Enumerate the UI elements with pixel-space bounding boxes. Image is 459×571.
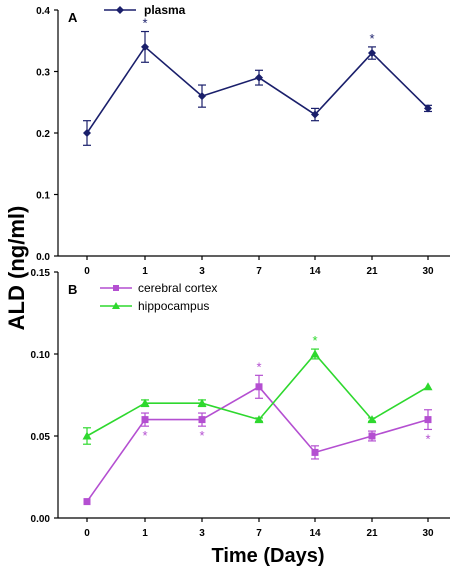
panel-a-xtick-label: 7 [256, 266, 262, 277]
panel-b-ytick-label: 0.00 [31, 514, 51, 525]
significance-star-plasma: * [369, 31, 374, 46]
data-point-plasma [311, 110, 319, 119]
legend-cortex-label: cerebral cortex [138, 281, 217, 295]
series-line-cerebral-cortex [86, 385, 429, 503]
significance-star-plasma: * [142, 16, 147, 31]
panel-b-ytick-label: 0.10 [31, 350, 51, 361]
panel-a-xtick-label: 3 [199, 266, 205, 277]
panel-a-ytick-label: 0.1 [36, 191, 50, 202]
significance-star-cerebral-cortex: * [199, 428, 204, 443]
data-point-cerebral-cortex [83, 498, 91, 506]
data-point-cerebral-cortex [198, 416, 206, 424]
panel-b-xtick-label: 0 [84, 528, 90, 539]
panel-a: A 0.0 0.1 0.2 0.3 0.4 0 1 3 7 14 21 30 * * plasma [36, 3, 450, 277]
data-point-hippocampus [423, 382, 433, 391]
data-point-plasma [198, 92, 206, 101]
data-point-cerebral-cortex [368, 432, 376, 440]
panel-b-legend: cerebral cortex hippocampus [100, 281, 217, 313]
panel-a-ytick-label: 0.2 [36, 129, 50, 140]
panel-b-xtick-label: 30 [422, 528, 434, 539]
panel-a-ytick-label: 0.3 [36, 68, 50, 79]
y-axis-label: ALD (ng/ml) [4, 206, 29, 331]
data-point-hippocampus [254, 415, 264, 424]
legend-plasma-label: plasma [144, 3, 186, 17]
data-point-cerebral-cortex [424, 416, 432, 424]
panel-a-xtick-label: 1 [142, 266, 148, 277]
data-point-cerebral-cortex [255, 383, 263, 391]
panel-a-ytick-label: 0.0 [36, 252, 50, 263]
significance-star-cerebral-cortex: * [256, 359, 261, 374]
data-point-plasma [83, 129, 91, 137]
data-point-plasma [424, 104, 432, 113]
data-point-hippocampus [197, 398, 207, 407]
panel-a-letter: A [68, 10, 78, 25]
panel-b-xtick-label: 14 [309, 528, 321, 539]
panel-b-letter: B [68, 282, 77, 297]
panel-b-xtick-label: 1 [142, 528, 148, 539]
legend-hippocampus-marker [112, 302, 120, 309]
significance-star-cerebral-cortex: * [425, 431, 430, 446]
data-point-plasma [141, 42, 149, 51]
panel-b-ytick-label: 0.15 [31, 268, 51, 279]
panel-a-legend: plasma [104, 3, 186, 17]
data-point-hippocampus [367, 415, 377, 424]
legend-hippocampus-label: hippocampus [138, 299, 209, 313]
panel-b-xtick-label: 7 [256, 528, 262, 539]
panel-a-xtick-label: 0 [84, 266, 90, 277]
data-point-hippocampus [82, 431, 92, 440]
x-axis-label: Time (Days) [211, 545, 324, 567]
panel-b: B 0.000.050.100.15 0 1 3 7 14 21 30 * **** cere… [31, 268, 450, 539]
data-point-plasma [255, 73, 263, 82]
panel-b-xtick-label: 3 [199, 528, 205, 539]
panel-a-xtick-label: 14 [309, 266, 321, 277]
series-line-plasma [86, 45, 429, 134]
data-point-hippocampus [310, 349, 320, 358]
significance-star-cerebral-cortex: * [142, 428, 147, 443]
panel-a-ytick-label: 0.4 [36, 6, 50, 17]
panel-b-xtick-label: 21 [366, 528, 378, 539]
data-point-cerebral-cortex [311, 448, 319, 456]
data-point-plasma [368, 49, 376, 58]
data-point-hippocampus [140, 398, 150, 407]
legend-cortex-marker [113, 285, 119, 291]
significance-star-hippocampus: * [312, 333, 317, 348]
panel-b-ytick-label: 0.05 [31, 432, 51, 443]
data-point-cerebral-cortex [141, 416, 149, 424]
panel-a-xtick-label: 21 [366, 266, 378, 277]
panel-a-xtick-label: 30 [422, 266, 434, 277]
legend-plasma-marker [116, 6, 124, 14]
